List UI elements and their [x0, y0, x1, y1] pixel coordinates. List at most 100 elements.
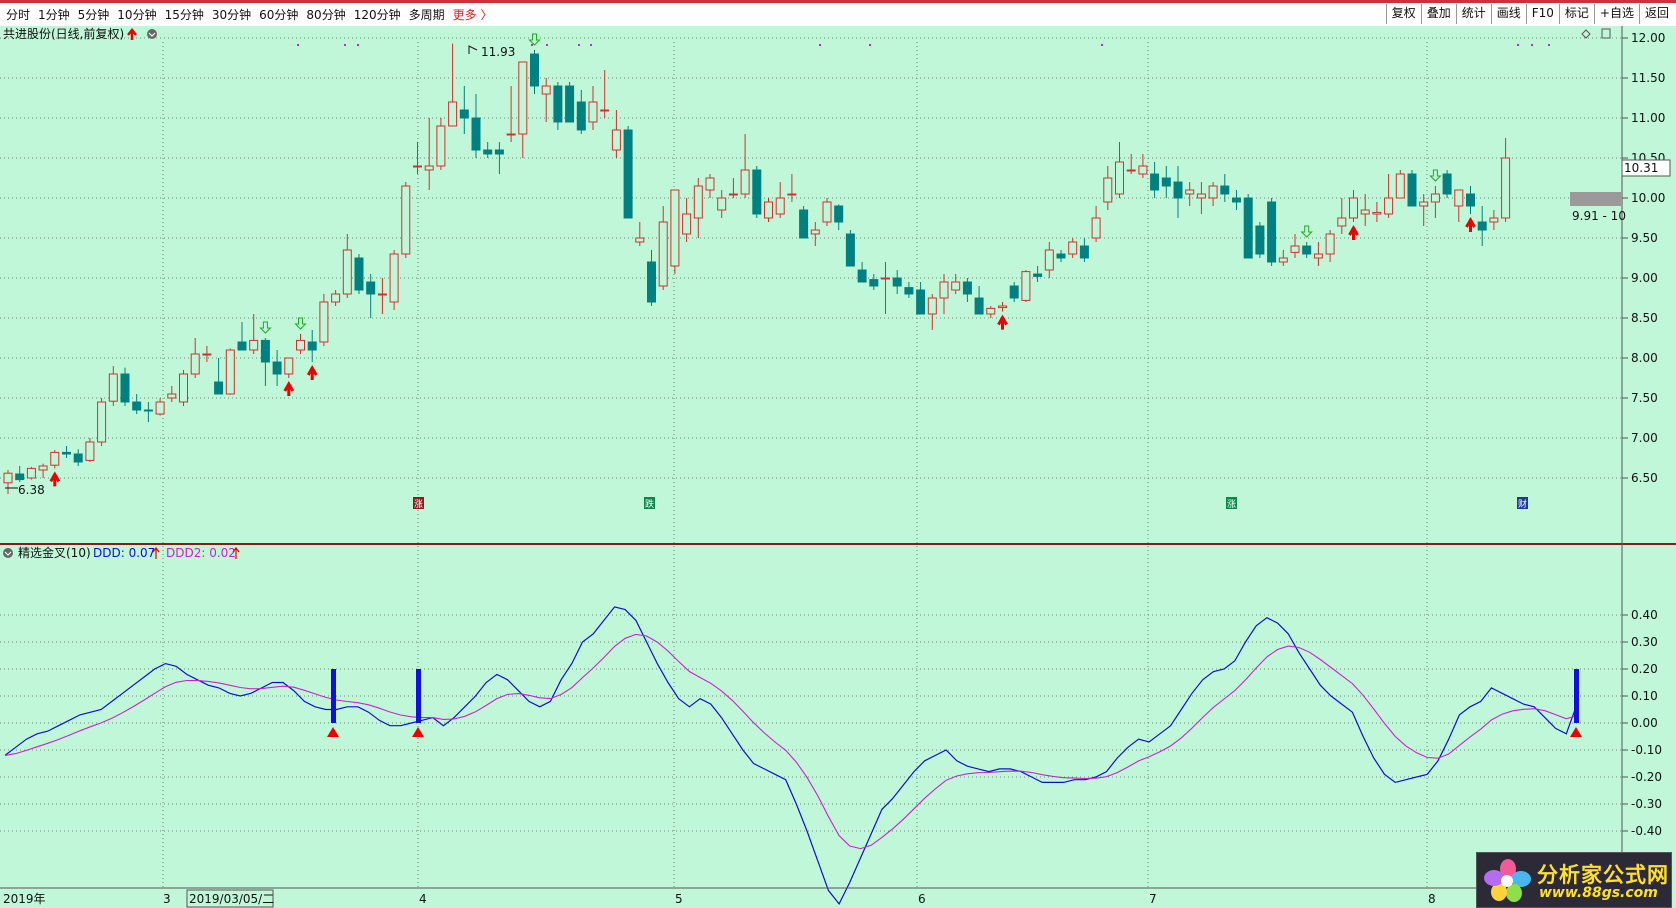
candle-body-up: [787, 193, 797, 196]
candle-body-down: [869, 279, 879, 287]
event-marker-fall-1[interactable]: 跌: [644, 497, 655, 510]
period-tabs: 分时 1分钟 5分钟 10分钟 15分钟 30分钟 60分钟 80分钟 120分…: [2, 7, 496, 25]
more-periods-link[interactable]: 更多 〉: [452, 8, 493, 22]
marker-dot: [1531, 44, 1533, 46]
candle-body-up: [927, 297, 937, 315]
candle-body-up: [1325, 233, 1335, 255]
candle-body-down: [565, 85, 575, 123]
candle-body-up: [775, 197, 785, 215]
tab-period-1min[interactable]: 1分钟: [38, 8, 70, 22]
tab-period-10min[interactable]: 10分钟: [117, 8, 157, 22]
tab-period-120min[interactable]: 120分钟: [353, 8, 401, 22]
dropdown-circle-icon[interactable]: [147, 29, 157, 39]
tab-period-5min[interactable]: 5分钟: [77, 8, 110, 22]
svg-text:跌: 跌: [645, 499, 654, 510]
tab-period-60min[interactable]: 60分钟: [259, 8, 299, 22]
candle-body-up: [693, 185, 703, 219]
candle-body-down: [15, 473, 25, 481]
candle-body-down: [1079, 245, 1089, 259]
marker-dot: [1548, 44, 1550, 46]
candle-body-up: [179, 373, 188, 403]
candle-body-up: [1454, 189, 1464, 207]
chart-area[interactable]: 12.0011.5011.0010.5010.009.509.008.508.0…: [0, 26, 1676, 908]
candle-body-down: [214, 381, 224, 395]
sell-arrow-icon: [1300, 225, 1313, 238]
indicator-menu-icon[interactable]: [3, 548, 13, 558]
signal-arrows: [49, 33, 1550, 487]
buy-arrow-icon: [283, 380, 295, 396]
event-marker-rise-2[interactable]: 涨: [1226, 497, 1237, 510]
indicator-tick-label: -0.40: [1631, 824, 1662, 838]
candle-body-up: [1337, 217, 1347, 227]
candle-body-up: [670, 189, 680, 267]
current-price-box: [1621, 159, 1671, 177]
candle-body-up: [658, 221, 668, 287]
candle-body-up: [448, 101, 458, 127]
candle-body-up: [1501, 157, 1511, 219]
candle-body-up: [611, 129, 621, 151]
toolbar: 分时 1分钟 5分钟 10分钟 15分钟 30分钟 60分钟 80分钟 120分…: [0, 0, 1676, 27]
price-tick-label: 11.50: [1631, 71, 1665, 85]
candle-body-up: [1044, 249, 1054, 271]
toolbar-accent-line: [0, 0, 1676, 3]
mark-button[interactable]: 标记: [1558, 4, 1594, 24]
candle-body-down: [834, 205, 844, 223]
candle-body-down: [237, 341, 247, 351]
add-watchlist-button[interactable]: +自选: [1593, 4, 1639, 24]
candle-body-up: [1419, 201, 1429, 207]
diamond-icon[interactable]: [1581, 29, 1591, 39]
candle-body-up: [342, 249, 352, 295]
candle-body-down: [1161, 177, 1171, 187]
tab-period-15min[interactable]: 15分钟: [164, 8, 204, 22]
watermark-title: 分析家公式网: [1537, 863, 1669, 887]
price-tick-label: 7.50: [1631, 391, 1658, 405]
candle-body-up: [939, 281, 949, 299]
indicator-tick-label: 0.20: [1631, 662, 1658, 676]
tab-period-multi[interactable]: 多周期: [408, 8, 445, 22]
marker-dot: [344, 44, 346, 46]
candle-body-down: [892, 277, 902, 287]
candle-body-down: [799, 209, 809, 239]
candle-body-down: [1302, 245, 1312, 255]
panel-toggle-icon[interactable]: [1601, 28, 1611, 39]
candle-body-down: [1442, 173, 1452, 195]
candle-body-up: [600, 109, 610, 112]
candle-body-down: [1466, 193, 1475, 207]
f10-button[interactable]: F10: [1525, 4, 1559, 24]
candle-body-down: [1220, 185, 1230, 195]
candle-body-down: [904, 287, 914, 295]
price-tick-label: 6.50: [1631, 471, 1658, 485]
candle-body-up: [401, 185, 411, 255]
event-marker-finance[interactable]: 财: [1517, 497, 1528, 510]
event-marker-rise-1[interactable]: 涨: [413, 497, 424, 510]
indicator-name[interactable]: 精选金叉(10): [18, 545, 91, 560]
candle-body-down: [1243, 197, 1253, 259]
x-label-year: 2019年: [3, 892, 46, 906]
low-price-label: 6.38: [18, 483, 45, 497]
x-label-may: 5: [675, 892, 683, 906]
tab-period-80min[interactable]: 80分钟: [306, 8, 346, 22]
candle-body-up: [155, 401, 165, 415]
candle-body-up: [1103, 177, 1113, 203]
marker-dot: [869, 44, 871, 46]
indicator-tick-label: -0.30: [1631, 797, 1662, 811]
price-tick-label: 9.50: [1631, 231, 1658, 245]
chevron-down-icon: [4, 551, 12, 556]
stock-title[interactable]: 共进股份(日线,前复权): [3, 26, 124, 41]
statistics-button[interactable]: 统计: [1455, 4, 1491, 24]
candle-body-up: [986, 307, 996, 315]
candle-body-up: [518, 61, 528, 135]
crosshair-date-label: 2019/03/05/二: [189, 892, 274, 906]
cross-signal-bar: [416, 669, 421, 723]
overlay-button[interactable]: 叠加: [1420, 4, 1456, 24]
watermark-logo: 分析家公式网 www.88gs.com: [1476, 852, 1672, 908]
cross-signal-triangle-icon: [412, 727, 424, 737]
x-label-jun: 6: [918, 892, 926, 906]
tab-period-30min[interactable]: 30分钟: [211, 8, 252, 22]
back-button[interactable]: 返回: [1638, 4, 1674, 24]
buy-arrow-icon: [49, 471, 61, 487]
marker-dot: [531, 44, 533, 46]
tab-period-fenshi[interactable]: 分时: [6, 8, 31, 22]
adjust-price-button[interactable]: 复权: [1385, 4, 1421, 24]
draw-line-button[interactable]: 画线: [1490, 4, 1526, 24]
